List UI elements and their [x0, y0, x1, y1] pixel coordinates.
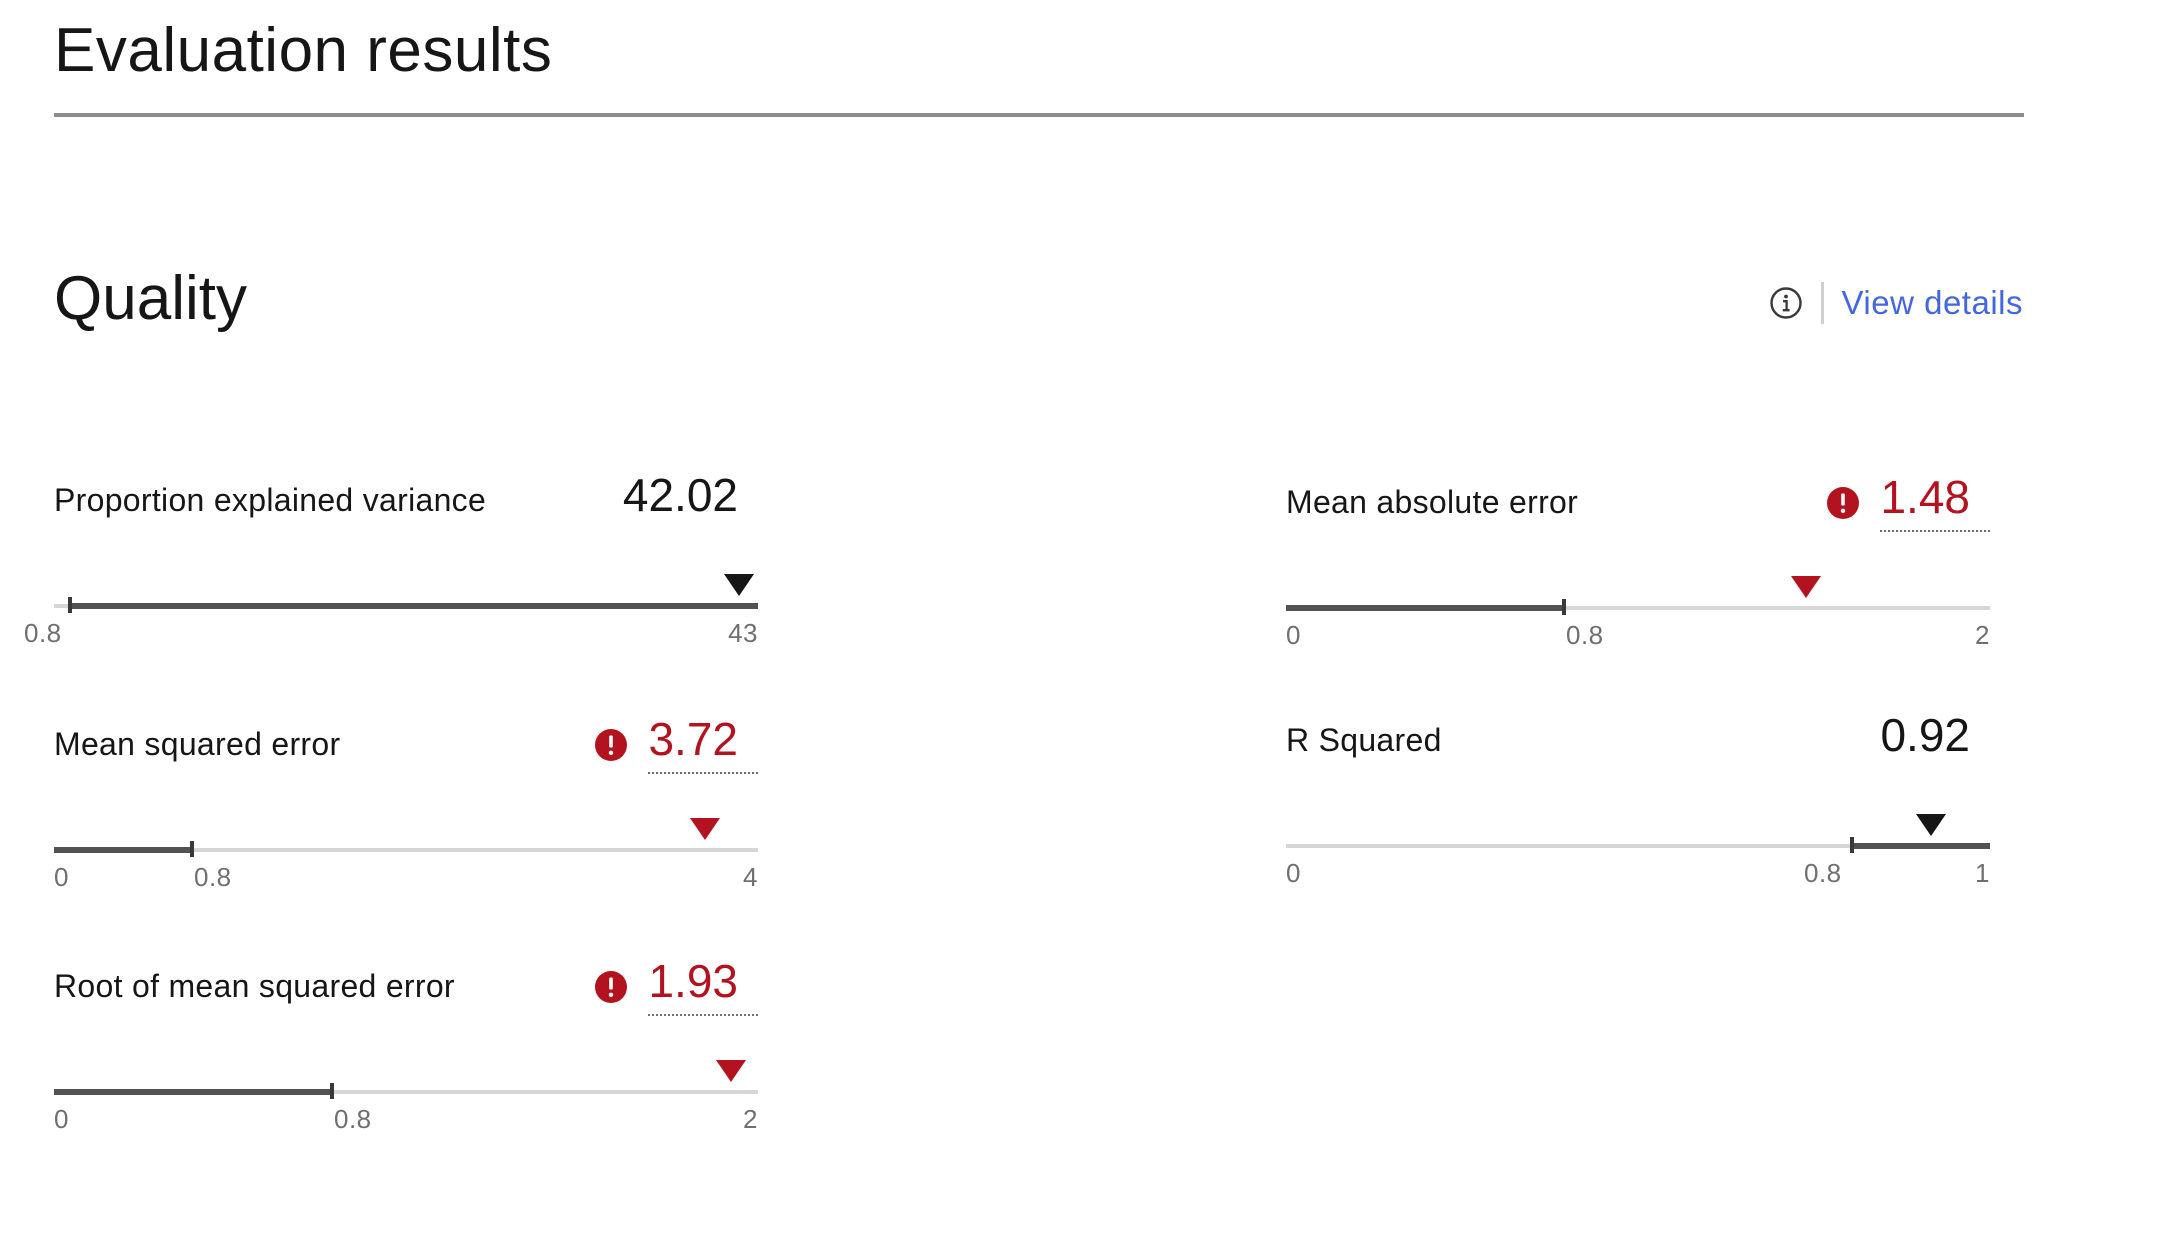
threshold-range-bar [1850, 837, 1990, 853]
metric-value[interactable]: 1.93 [648, 952, 758, 1016]
threshold-cap [68, 597, 72, 613]
scale-max-label: 1 [1975, 858, 1990, 888]
metric-value-wrap: 3.72 [594, 710, 758, 774]
threshold-label: 0.8 [1566, 620, 1604, 650]
threshold-label: 0.8 [194, 862, 232, 892]
title-divider [54, 113, 2024, 117]
metric-value: 0.92 [1880, 709, 1970, 761]
scale-max-label: 2 [743, 1104, 758, 1134]
metric-value-wrap: 1.93 [594, 952, 758, 1016]
metric-scale-track [54, 1083, 758, 1099]
threshold-label: 0.8 [334, 1104, 372, 1134]
section-title: Quality [54, 264, 247, 333]
scale-max-label: 2 [1975, 620, 1990, 650]
metric-label: R Squared [1286, 722, 1442, 758]
actions-separator [1820, 282, 1824, 324]
scale-max-label: 43 [728, 618, 758, 648]
threshold-cap [330, 1083, 334, 1099]
value-marker-icon [1916, 814, 1946, 836]
metric-value-wrap: 1.48 [1826, 468, 1990, 532]
value-marker-icon [690, 818, 720, 840]
threshold-label: 0.8 [1804, 858, 1842, 888]
metric-value-wrap: 0.92 [1880, 706, 1990, 764]
metric-mean-absolute-error: Mean absolute error 1.48 0 0.8 2 [1286, 471, 1990, 650]
error-alert-icon [595, 971, 628, 1003]
threshold-range-bar [54, 1083, 334, 1099]
value-marker-icon [1791, 576, 1821, 598]
scale-min-label: 0 [54, 1104, 69, 1134]
metric-value: 42.02 [622, 469, 738, 521]
threshold-cap [1850, 837, 1854, 853]
metric-label: Root of mean squared error [54, 968, 455, 1004]
metric-label: Mean absolute error [1286, 484, 1579, 520]
metric-label: Mean squared error [54, 726, 341, 762]
error-alert-icon [1827, 487, 1860, 519]
section-actions: View details [1769, 278, 2024, 328]
info-circle-icon[interactable] [1769, 286, 1803, 320]
metric-scale-track [54, 597, 758, 613]
metric-value[interactable]: 3.72 [648, 710, 758, 774]
threshold-cap [190, 841, 194, 857]
metric-label: Proportion explained variance [54, 482, 487, 518]
value-marker-icon [716, 1060, 746, 1082]
threshold-range-bar [54, 841, 194, 857]
metric-value-wrap: 42.02 [623, 466, 758, 524]
view-details-link[interactable]: View details [1841, 284, 2023, 321]
value-marker-icon [724, 574, 754, 596]
scale-min-label: 0 [54, 862, 69, 892]
threshold-range-bar [1286, 599, 1566, 615]
metric-scale-track [1286, 599, 1990, 615]
metric-value[interactable]: 1.48 [1880, 468, 1990, 532]
threshold-range-bar [68, 597, 758, 613]
metric-mean-squared-error: Mean squared error 3.72 0 0.8 4 [54, 713, 758, 892]
error-alert-icon [595, 729, 628, 761]
scale-min-label: 0 [1286, 620, 1301, 650]
metric-proportion-explained-variance: Proportion explained variance 42.02 0.8 … [24, 469, 758, 648]
threshold-cap [1562, 599, 1566, 615]
page-title: Evaluation results [54, 16, 553, 85]
metric-scale-track [54, 841, 758, 857]
scale-min-label: 0.8 [24, 618, 62, 648]
metric-r-squared: R Squared 0.92 0 0.8 1 [1286, 709, 1990, 888]
metric-scale-track [1286, 837, 1990, 853]
scale-max-label: 4 [743, 862, 758, 892]
scale-min-label: 0 [1286, 858, 1301, 888]
metric-root-mean-squared-error: Root of mean squared error 1.93 0 0.8 2 [54, 955, 758, 1134]
